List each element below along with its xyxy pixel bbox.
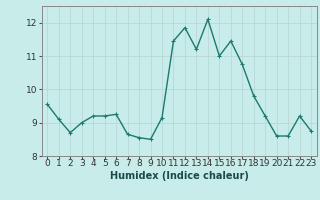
- X-axis label: Humidex (Indice chaleur): Humidex (Indice chaleur): [110, 171, 249, 181]
